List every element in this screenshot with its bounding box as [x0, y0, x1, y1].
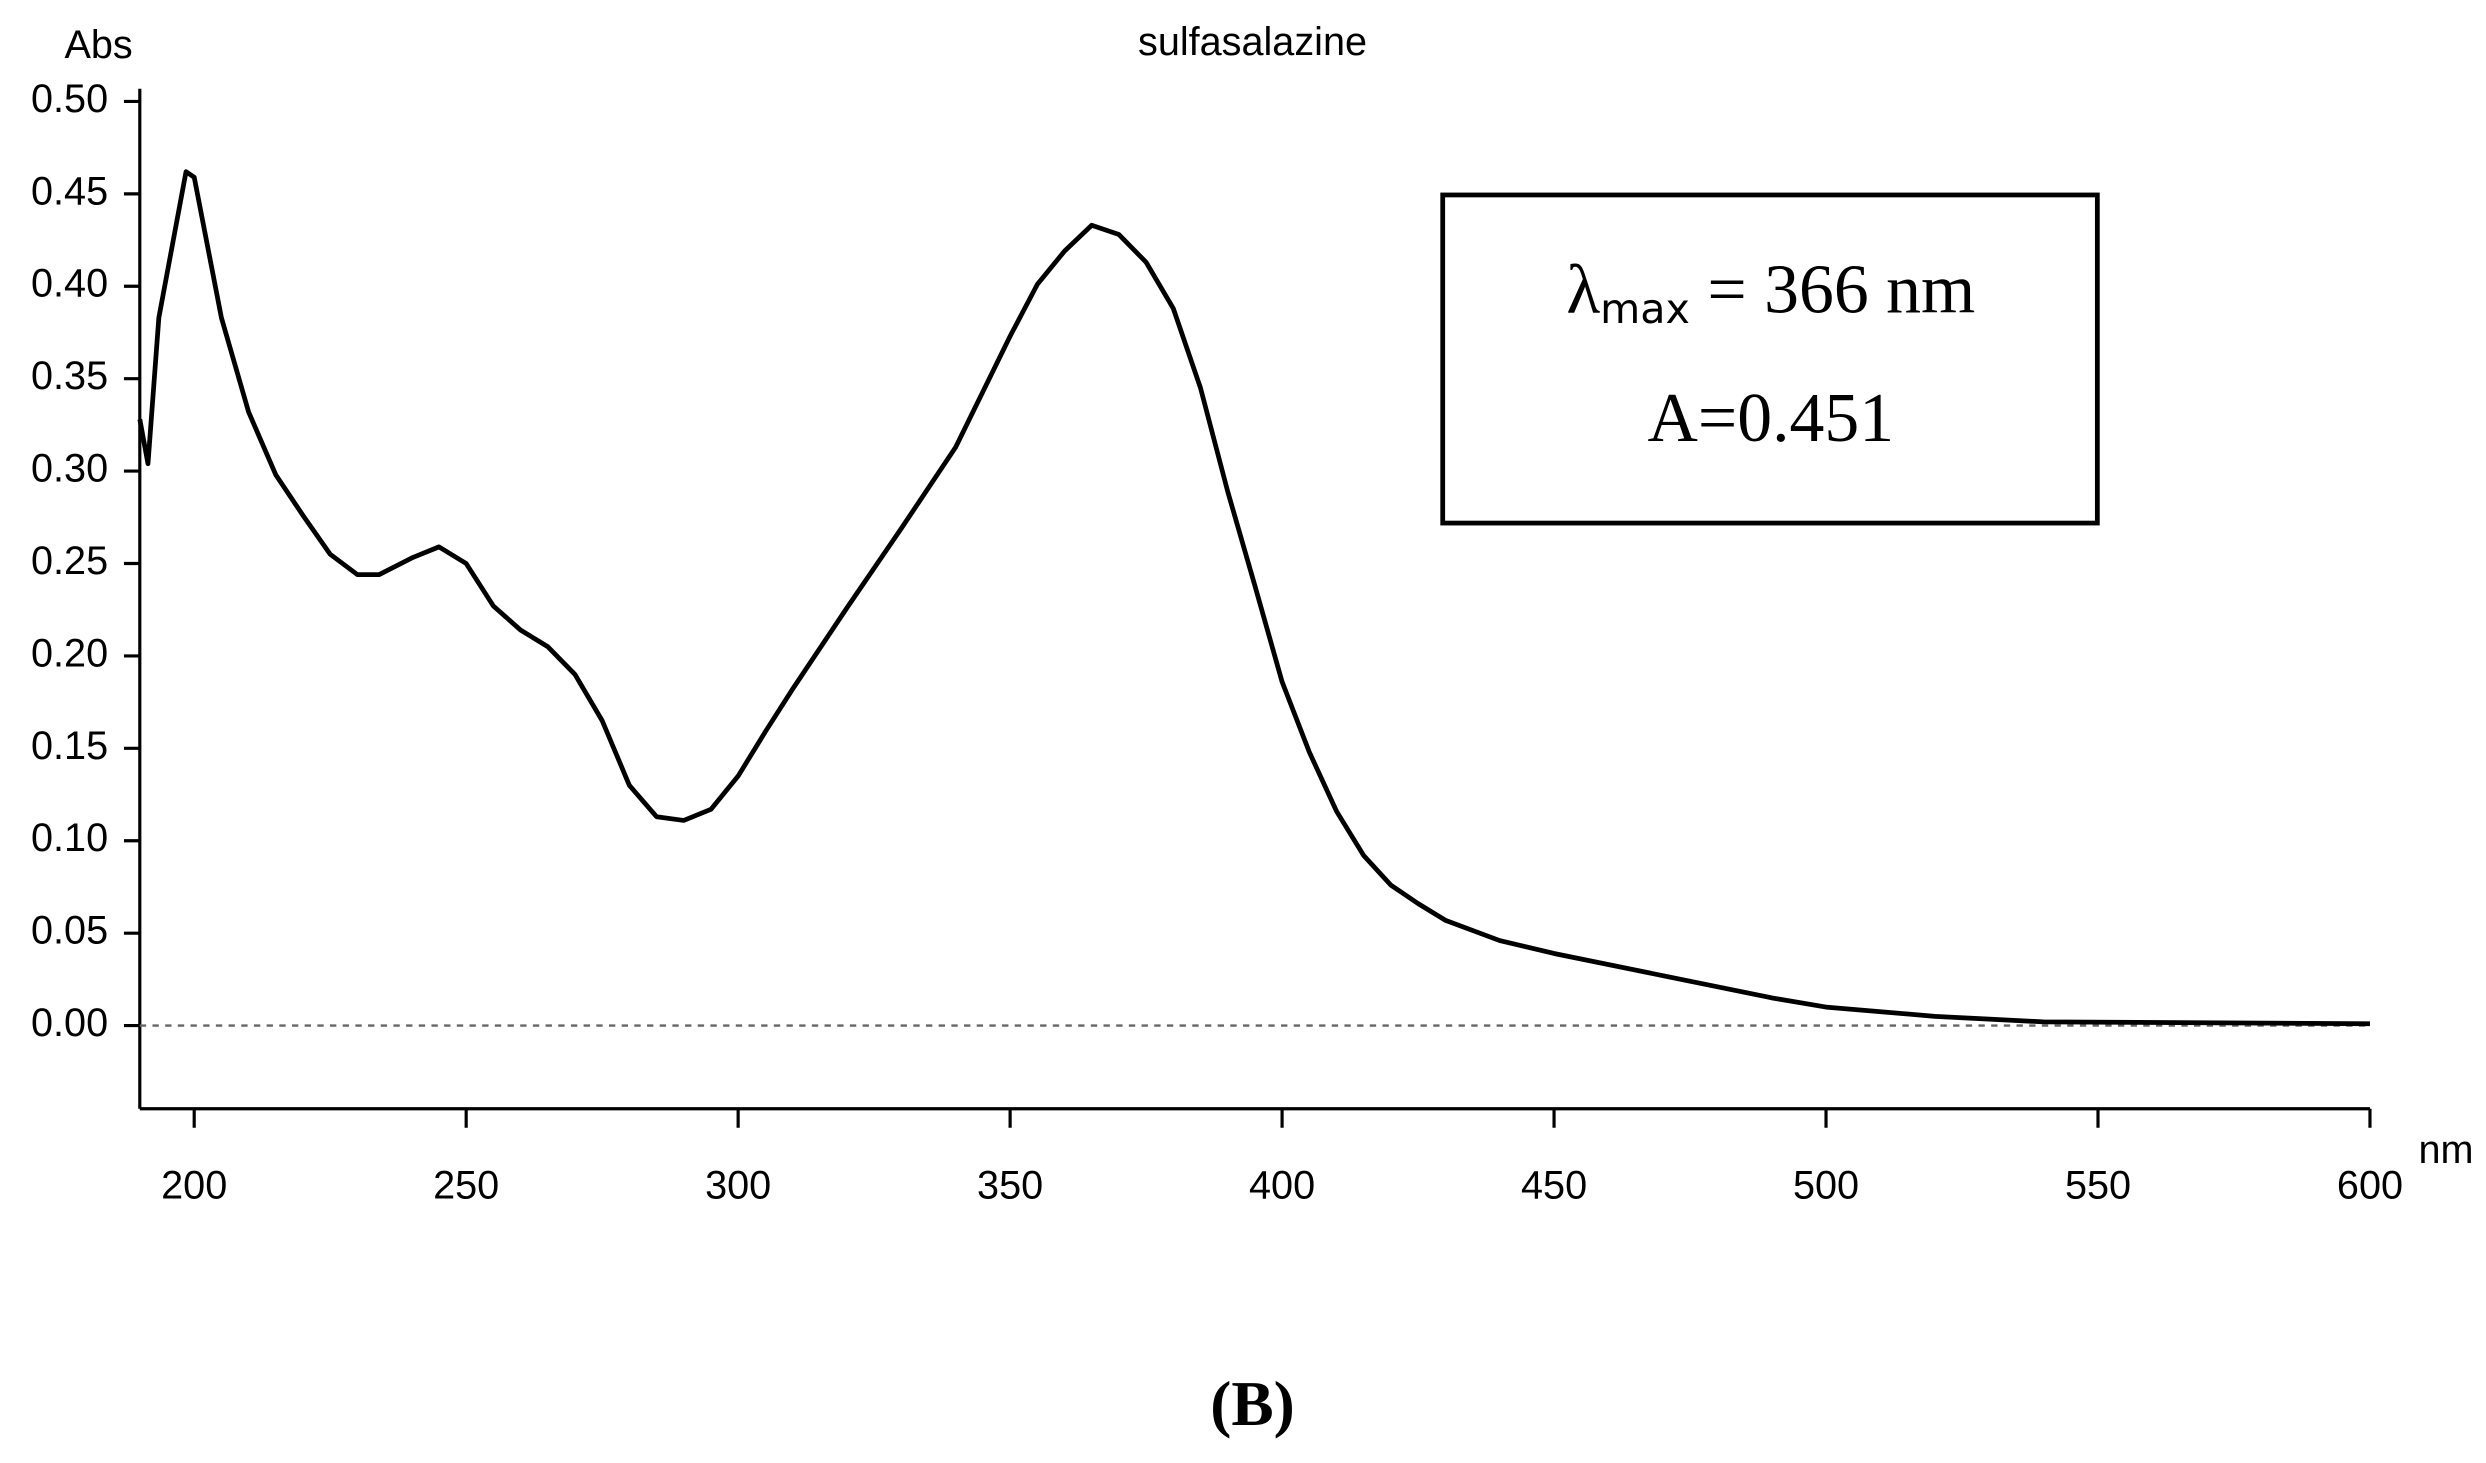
annotation-value: A=0.451	[1648, 380, 1895, 457]
y-tick-label: 0.25	[31, 539, 108, 583]
y-tick-label: 0.00	[31, 1001, 108, 1045]
x-tick-label: 250	[433, 1163, 499, 1207]
annotation-text: = 366 nm	[1690, 251, 1975, 328]
x-tick-label: 600	[2337, 1163, 2403, 1207]
chart-title: sulfasalazine	[1138, 20, 1367, 64]
annotation-box	[1440, 192, 2100, 526]
y-tick-label: 0.50	[31, 77, 108, 121]
y-tick-label: 0.40	[31, 262, 108, 306]
x-tick-label: 550	[2065, 1163, 2131, 1207]
annotation-subscript: max	[1600, 285, 1690, 333]
annotation-symbol: λ	[1566, 251, 1600, 328]
y-tick-label: 0.15	[31, 724, 108, 768]
x-tick-label: 300	[705, 1163, 771, 1207]
x-tick-label: 400	[1249, 1163, 1315, 1207]
x-tick-label: 350	[977, 1163, 1043, 1207]
x-axis-label: nm	[2419, 1128, 2474, 1172]
y-tick-label: 0.05	[31, 909, 108, 953]
y-tick-label: 0.30	[31, 447, 108, 491]
y-tick-label: 0.20	[31, 631, 108, 675]
annotation: λmax = 366 nm	[1566, 251, 1975, 333]
y-axis-label: Abs	[64, 23, 132, 67]
x-tick-label: 450	[1521, 1163, 1587, 1207]
y-tick-label: 0.35	[31, 354, 108, 398]
spectrum-line	[137, 169, 2370, 1027]
x-tick-label: 500	[1793, 1163, 1859, 1207]
y-tick-label: 0.10	[31, 816, 108, 860]
x-tick-label: 200	[161, 1163, 227, 1207]
y-tick-label: 0.45	[31, 169, 108, 213]
caption: (B)	[1210, 1369, 1295, 1439]
